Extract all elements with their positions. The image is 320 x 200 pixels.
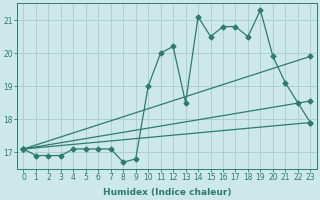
- X-axis label: Humidex (Indice chaleur): Humidex (Indice chaleur): [103, 188, 231, 197]
